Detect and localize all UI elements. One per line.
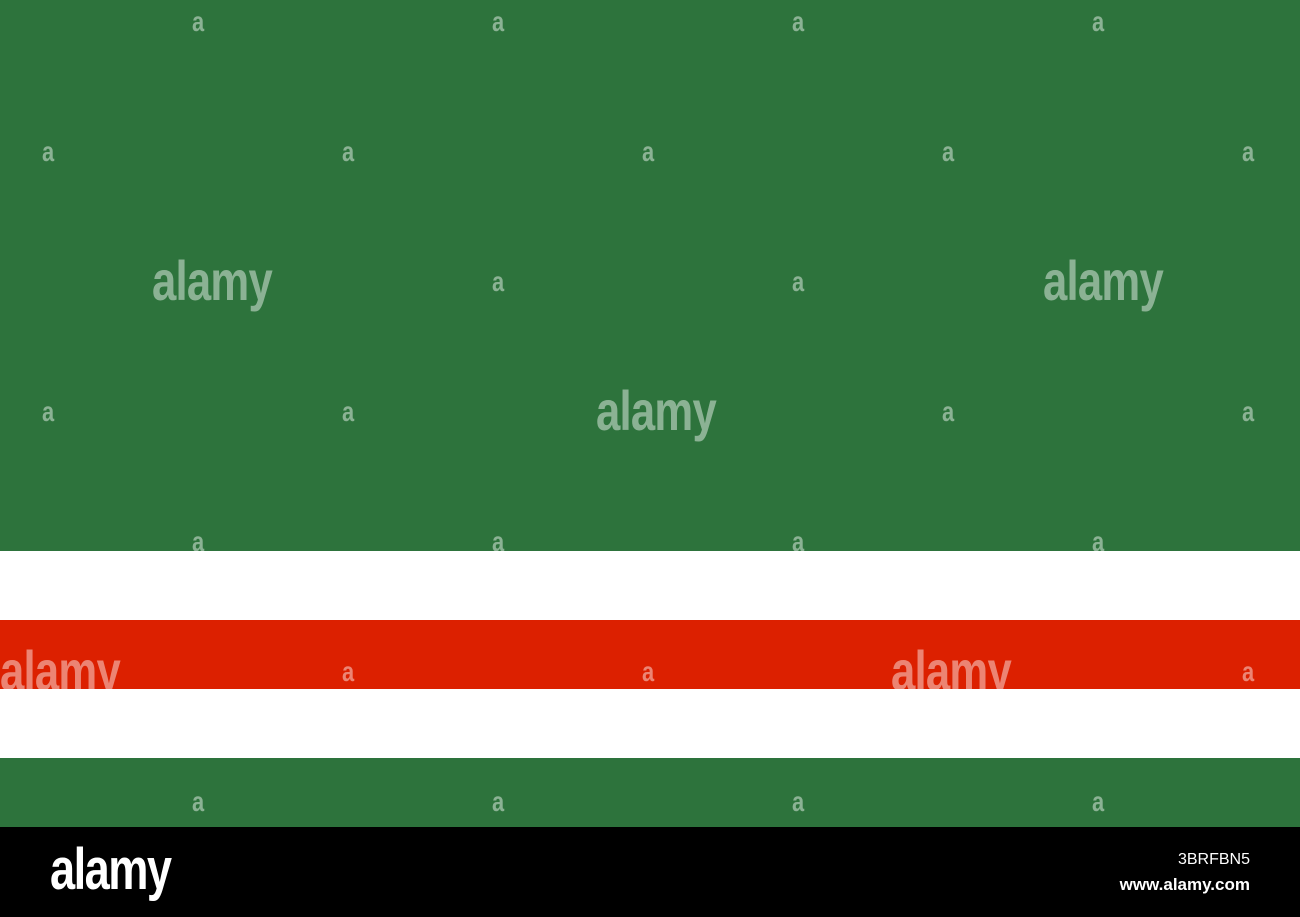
flag-stripe-green-bottom (0, 758, 1300, 827)
flag-stripe-white-lower (0, 689, 1300, 758)
alamy-logo: alamy (50, 837, 172, 902)
flag-stripe-red (0, 620, 1300, 689)
footer-bar: alamy 3BRFBN5 www.alamy.com (0, 827, 1300, 917)
site-url: www.alamy.com (1119, 875, 1250, 894)
image-id: 3BRFBN5 (1177, 851, 1250, 868)
flag-stripe-green-top (0, 0, 1300, 551)
flag (0, 0, 1300, 827)
flag-stripe-white-upper (0, 551, 1300, 620)
